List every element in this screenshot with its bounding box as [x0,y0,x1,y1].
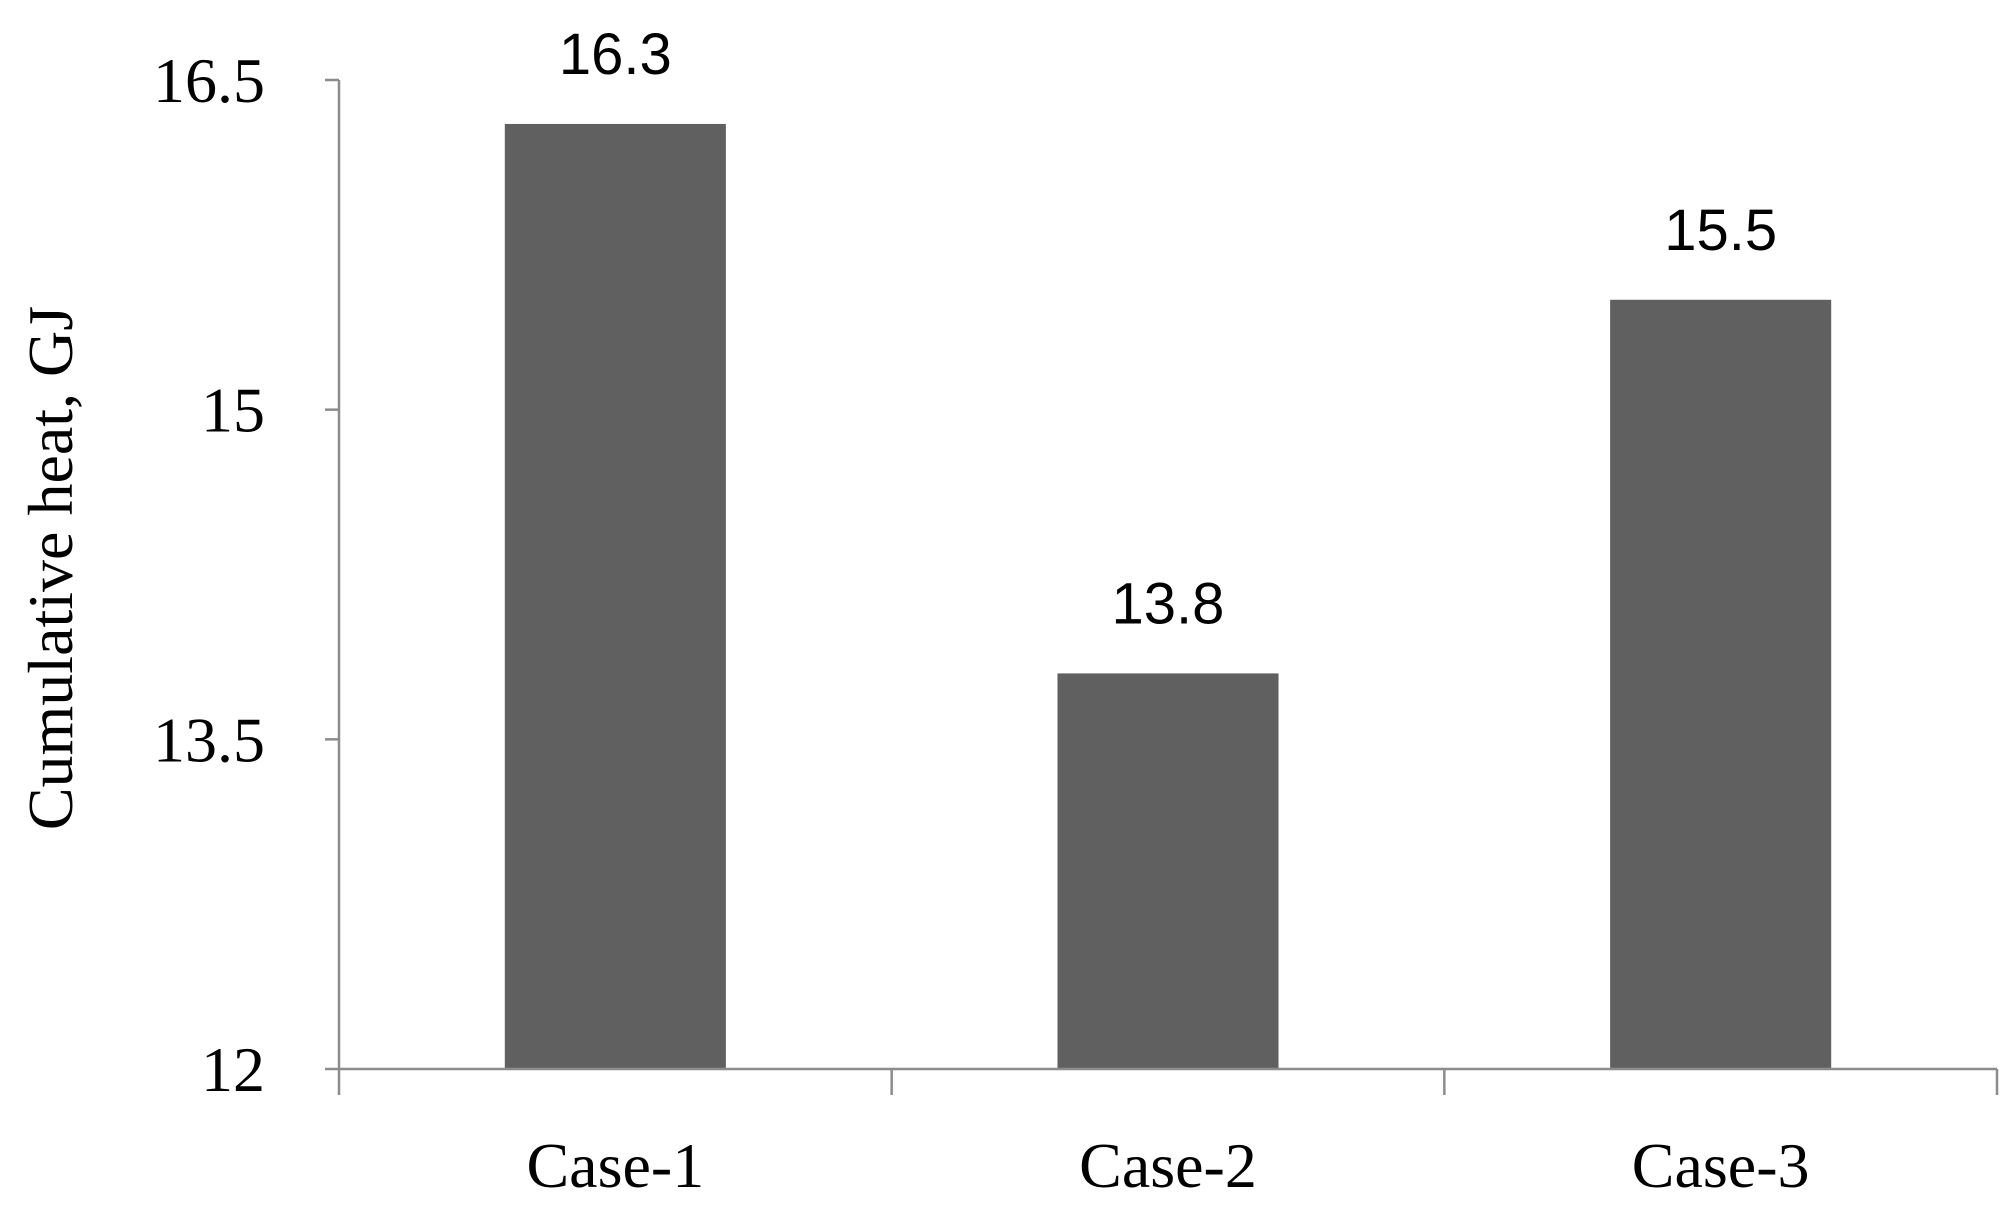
y-axis: 12 13.5 15 16.5 [153,45,341,1105]
x-tick-label: Case-3 [1632,1130,1810,1201]
y-tick-label: 16.5 [153,45,265,116]
bar [1610,299,1832,1069]
x-tick-label: Case-1 [526,1130,704,1201]
data-label: 15.5 [1664,198,1777,263]
data-label: 16.3 [559,22,672,87]
y-tick-label: 12 [201,1034,265,1105]
data-labels-group: 16.3 13.8 15.5 [559,22,1777,636]
bar [504,123,726,1069]
bars-group [504,123,1832,1069]
bar [1057,673,1279,1069]
y-tick-label: 13.5 [153,704,265,775]
x-tick-label: Case-2 [1079,1130,1257,1201]
y-tick-label: 15 [201,375,265,446]
y-axis-label: Cumulative heat, GJ [15,306,86,830]
x-axis: Case-1 Case-2 Case-3 [337,1067,1999,1201]
data-label: 13.8 [1112,571,1225,636]
